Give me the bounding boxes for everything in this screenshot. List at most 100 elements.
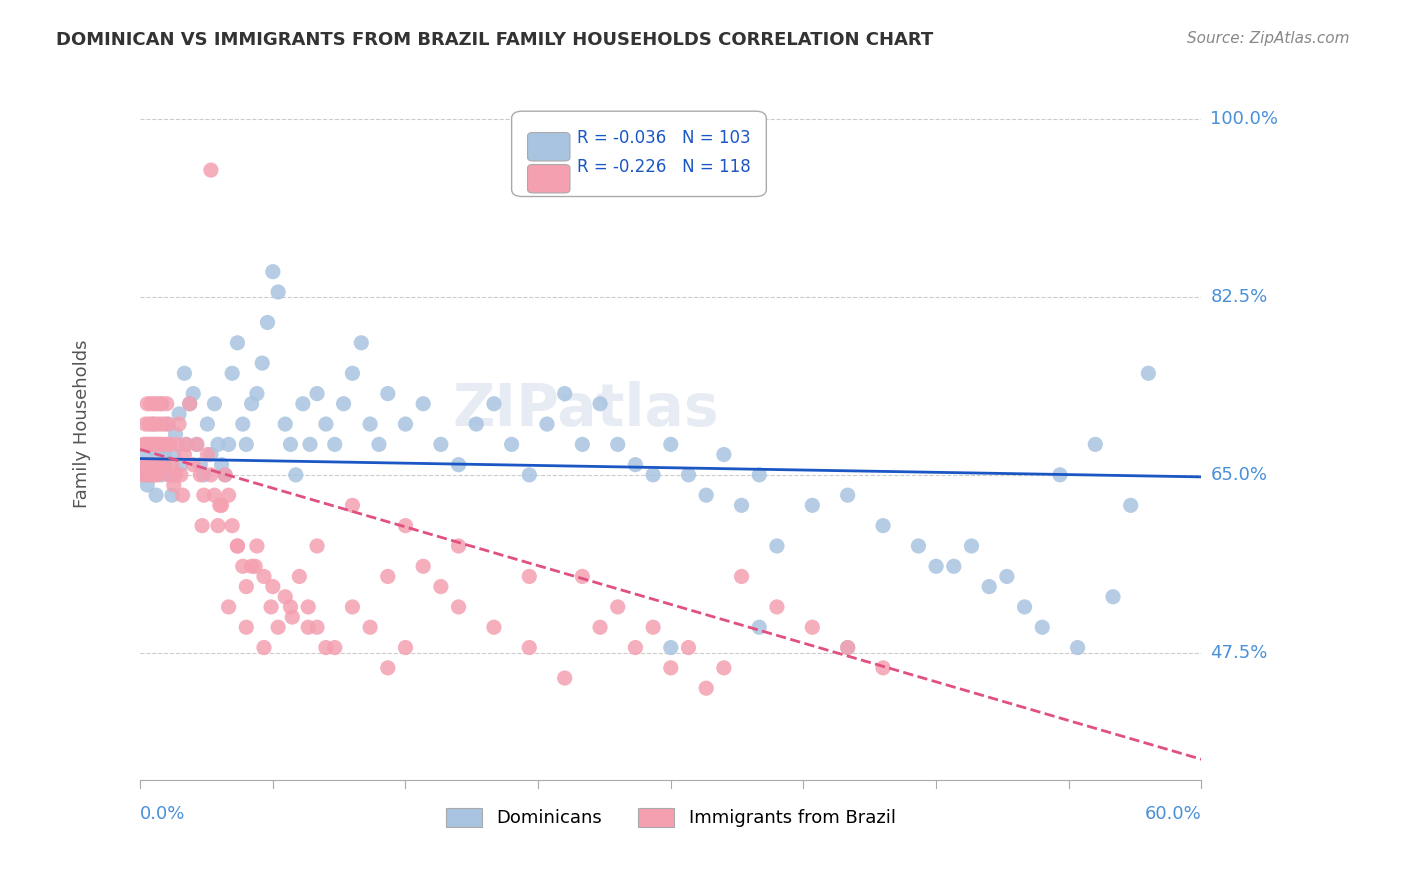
Text: R = -0.036   N = 103: R = -0.036 N = 103 xyxy=(578,129,751,147)
Point xyxy=(659,437,682,451)
Point xyxy=(730,569,752,583)
Point xyxy=(173,366,195,380)
Point xyxy=(145,417,167,431)
Point xyxy=(132,437,155,451)
Point xyxy=(995,569,1018,583)
Point xyxy=(235,437,257,451)
Point xyxy=(156,437,179,451)
Point xyxy=(146,397,169,411)
Point xyxy=(157,417,180,431)
Point xyxy=(872,661,894,675)
Point xyxy=(323,640,346,655)
Point xyxy=(173,448,195,462)
Point xyxy=(134,417,156,431)
Point xyxy=(186,437,208,451)
Point xyxy=(138,437,160,451)
Point xyxy=(766,539,789,553)
Point xyxy=(274,590,297,604)
Point xyxy=(713,661,735,675)
Point xyxy=(394,640,416,655)
Point xyxy=(200,448,222,462)
Point xyxy=(1084,437,1107,451)
Point xyxy=(643,620,665,634)
Point xyxy=(332,397,354,411)
Point xyxy=(157,467,180,482)
Point xyxy=(243,559,266,574)
Point xyxy=(1102,590,1125,604)
Point xyxy=(624,458,647,472)
Point xyxy=(465,417,488,431)
Point xyxy=(262,265,284,279)
Point xyxy=(152,458,174,472)
Point xyxy=(139,397,162,411)
Point xyxy=(153,458,176,472)
Point xyxy=(1014,599,1036,614)
Point xyxy=(165,467,187,482)
Text: 0.0%: 0.0% xyxy=(141,805,186,823)
Point xyxy=(297,620,319,634)
Text: 82.5%: 82.5% xyxy=(1211,288,1268,306)
Point xyxy=(315,417,337,431)
Point xyxy=(145,458,167,472)
Point xyxy=(267,285,290,299)
Point xyxy=(150,397,173,411)
Point xyxy=(801,499,824,513)
Point xyxy=(134,467,156,482)
Point xyxy=(305,620,328,634)
Point xyxy=(274,417,297,431)
Point xyxy=(377,569,399,583)
Point xyxy=(678,467,700,482)
Point xyxy=(350,335,373,350)
Point xyxy=(571,569,593,583)
Point xyxy=(156,417,179,431)
Point xyxy=(221,366,243,380)
Point xyxy=(695,681,717,696)
Point xyxy=(368,437,391,451)
Point xyxy=(624,640,647,655)
Point xyxy=(146,467,169,482)
Point xyxy=(342,499,364,513)
Point xyxy=(979,580,1001,594)
Point xyxy=(412,397,434,411)
Text: 100.0%: 100.0% xyxy=(1211,111,1278,128)
Point xyxy=(138,437,160,451)
Point xyxy=(160,458,183,472)
Point xyxy=(315,640,337,655)
Point xyxy=(359,620,381,634)
Point xyxy=(143,467,166,482)
Point xyxy=(163,448,186,462)
Text: DOMINICAN VS IMMIGRANTS FROM BRAZIL FAMILY HOUSEHOLDS CORRELATION CHART: DOMINICAN VS IMMIGRANTS FROM BRAZIL FAMI… xyxy=(56,31,934,49)
Point xyxy=(606,437,628,451)
Point xyxy=(142,417,165,431)
Point xyxy=(207,437,229,451)
Point xyxy=(253,640,276,655)
Text: 60.0%: 60.0% xyxy=(1144,805,1202,823)
Point xyxy=(207,518,229,533)
Point xyxy=(246,386,269,401)
Point xyxy=(280,599,302,614)
Point xyxy=(430,437,453,451)
Point xyxy=(260,599,283,614)
Point xyxy=(872,518,894,533)
Point xyxy=(606,599,628,614)
Point xyxy=(907,539,929,553)
Point xyxy=(159,467,181,482)
Point xyxy=(149,437,172,451)
Point xyxy=(377,661,399,675)
Point xyxy=(150,397,173,411)
Point xyxy=(430,580,453,594)
Point xyxy=(235,580,257,594)
Point xyxy=(297,599,319,614)
Point xyxy=(342,366,364,380)
Point xyxy=(262,580,284,594)
Point xyxy=(288,569,311,583)
Point xyxy=(412,559,434,574)
Point xyxy=(837,640,859,655)
FancyBboxPatch shape xyxy=(512,112,766,196)
Point xyxy=(323,437,346,451)
Point xyxy=(359,417,381,431)
Point xyxy=(837,640,859,655)
Point xyxy=(179,397,201,411)
Point xyxy=(134,437,156,451)
Point xyxy=(713,448,735,462)
